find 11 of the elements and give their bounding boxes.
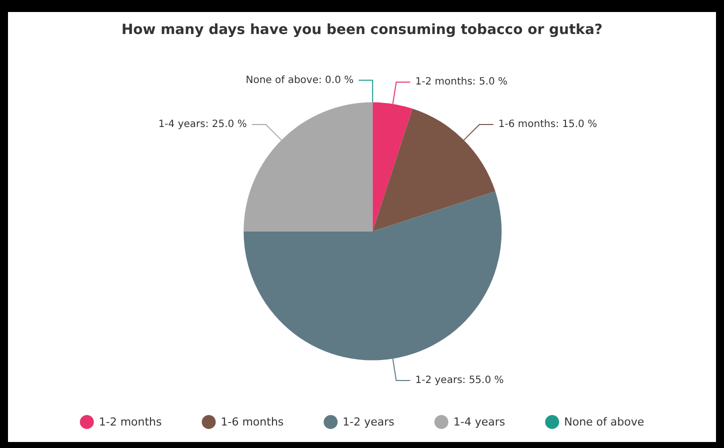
text: None of above: 0.0 % <box>246 74 354 86</box>
data-label: 1-2 years: 55.0 % <box>415 374 504 386</box>
data-label: 1-6 months: 15.0 % <box>498 119 598 130</box>
chart-title: How many days have you been consuming tobacco or gutka? <box>121 22 603 38</box>
data-label: 1-4 years: 25.0 % <box>158 119 247 130</box>
legend-label: None of above <box>564 416 644 428</box>
legend-label: 1-2 years <box>342 416 395 428</box>
legend-label: 1-4 years <box>453 416 506 428</box>
legend-label: 1-6 months <box>220 416 284 428</box>
data-label: 1-2 months: 5.0 % <box>415 76 508 88</box>
legend-label: 1-2 months <box>98 416 162 428</box>
